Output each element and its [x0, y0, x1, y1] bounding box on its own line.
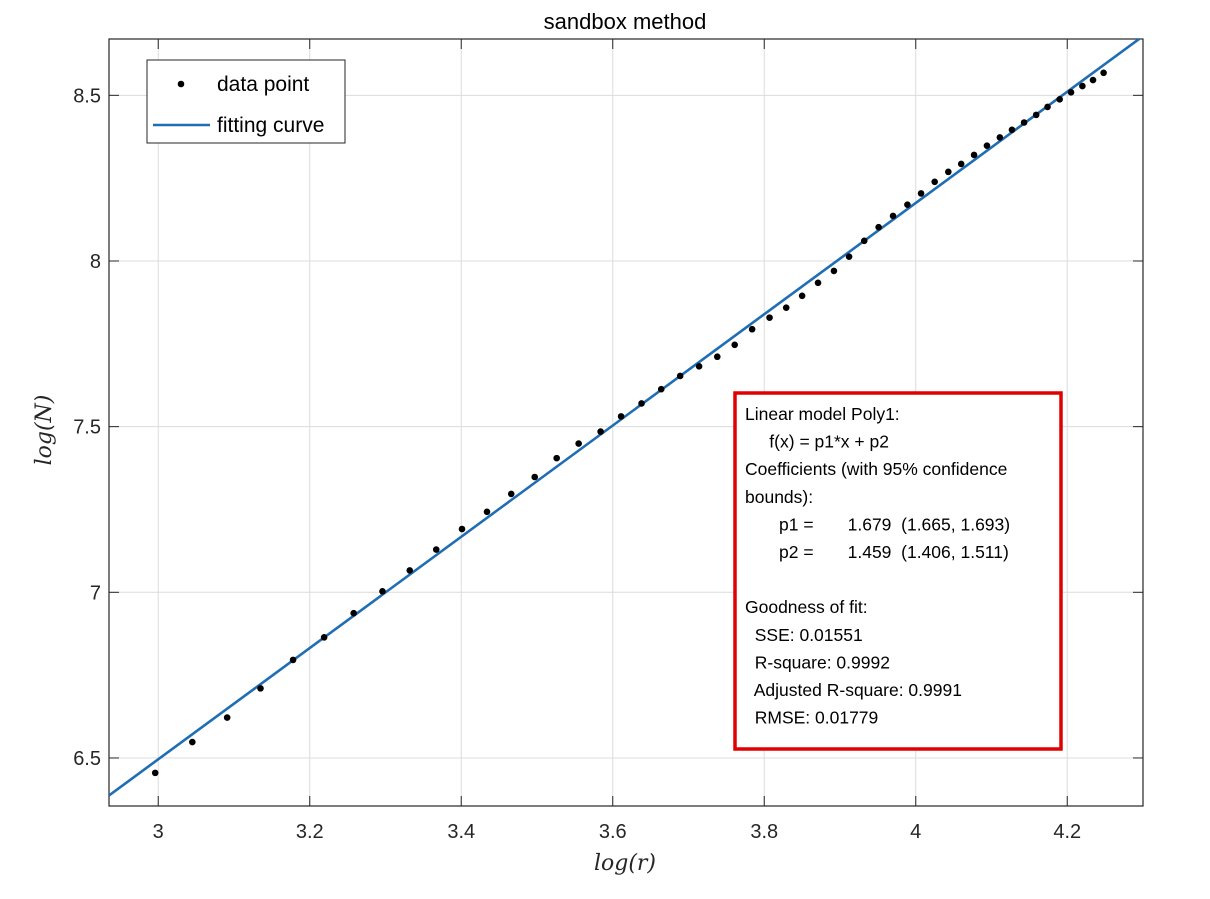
fit-results-line: bounds): [745, 487, 813, 507]
axes-box [108, 38, 1144, 807]
x-tick-label: 3.6 [599, 821, 627, 843]
data-point [713, 353, 721, 361]
data-point [1067, 89, 1075, 96]
data-point [406, 567, 414, 574]
data-point [257, 685, 264, 692]
data-point [189, 738, 196, 746]
x-axis-label: log(r) [594, 851, 656, 876]
chart-title: sandbox method [544, 9, 707, 34]
axes-frame [108, 38, 1144, 807]
x-tick-label: 4.2 [1053, 821, 1081, 843]
fit-results-line: p2 = 1.459 (1.406, 1.511) [745, 542, 1009, 562]
data-point [889, 212, 897, 220]
data-point [931, 178, 938, 186]
data-point [748, 325, 756, 333]
fit-results-line: p1 = 1.679 (1.665, 1.693) [745, 514, 1010, 534]
y-tick-label: 7.5 [73, 417, 101, 439]
legend-label: data point [217, 73, 309, 96]
data-point [1008, 126, 1016, 134]
data-point [782, 304, 790, 311]
x-tick-label: 3.4 [447, 821, 475, 843]
legend: data point fitting curve [146, 59, 346, 144]
fit-results-line: Adjusted R-square: 0.9991 [745, 680, 962, 700]
data-point [223, 714, 231, 721]
legend-marker-dot [177, 80, 185, 88]
legend-box [146, 59, 346, 144]
data-point [320, 634, 328, 641]
data-point [507, 490, 515, 498]
data-point [904, 201, 911, 208]
data-point [798, 292, 806, 300]
fitting-curve-line [109, 39, 1142, 797]
data-point [830, 267, 838, 275]
data-point [379, 588, 386, 595]
x-tick-label: 3 [153, 821, 164, 843]
data-point [1089, 76, 1097, 84]
fit-results-line: Linear model Poly1: [745, 404, 900, 424]
y-axis-label: log(N) [32, 395, 57, 466]
x-tick-label: 3.8 [750, 821, 778, 843]
ticks: 3 3.2 3.4 3.6 3.8 4 4.2 6.5 7 7.5 8 8.5 [73, 39, 1143, 843]
fit-results-line: f(x) = p1*x + p2 [745, 432, 889, 452]
fit-results-line: SSE: 0.01551 [745, 625, 863, 645]
data-point [575, 440, 582, 447]
data-point [695, 363, 703, 370]
data-point [983, 142, 991, 149]
data-point [458, 525, 466, 533]
y-tick-label: 6.5 [73, 748, 101, 770]
fit-results-line: RMSE: 0.01779 [745, 708, 878, 728]
fit-results-border [733, 391, 1063, 751]
fit-results-line: R-square: 0.9992 [745, 652, 890, 672]
data-point [1020, 119, 1028, 126]
plot-area [109, 39, 1142, 797]
y-tick-label: 7 [90, 582, 101, 604]
data-point [957, 160, 965, 168]
data-point [657, 385, 665, 393]
data-point [617, 413, 625, 420]
legend-label: fitting curve [217, 114, 324, 137]
x-tick-label: 4 [910, 821, 921, 843]
data-point [350, 609, 357, 617]
data-point [1079, 82, 1086, 90]
data-point [814, 279, 822, 287]
data-point [731, 341, 739, 349]
data-point [638, 400, 645, 407]
data-point [1032, 111, 1040, 119]
data-point [676, 372, 684, 380]
data-point [860, 237, 868, 245]
data-point [597, 428, 604, 435]
y-tick-label: 8.5 [73, 85, 101, 107]
data-point [151, 769, 159, 777]
x-tick-label: 3.2 [296, 821, 324, 843]
fit-results-box: Linear model Poly1: f(x) = p1*x + p2 Coef… [733, 391, 1063, 751]
data-point [432, 546, 440, 553]
data-point [945, 168, 952, 176]
data-point [996, 134, 1004, 141]
data-point [875, 223, 882, 231]
data-point [1044, 103, 1051, 111]
data-point [917, 190, 925, 197]
data-point [766, 314, 773, 321]
data-point [553, 454, 560, 462]
fit-results-line: Goodness of fit: [745, 597, 868, 617]
data-point [483, 508, 491, 516]
y-tick-label: 8 [90, 251, 101, 273]
data-point [845, 253, 853, 260]
data-point [1056, 95, 1063, 103]
data-point [970, 151, 978, 159]
fit-results-line: Coefficients (with 95% confidence [745, 459, 1007, 479]
data-point [1100, 69, 1107, 77]
data-point [289, 656, 297, 664]
data-point [531, 473, 539, 481]
